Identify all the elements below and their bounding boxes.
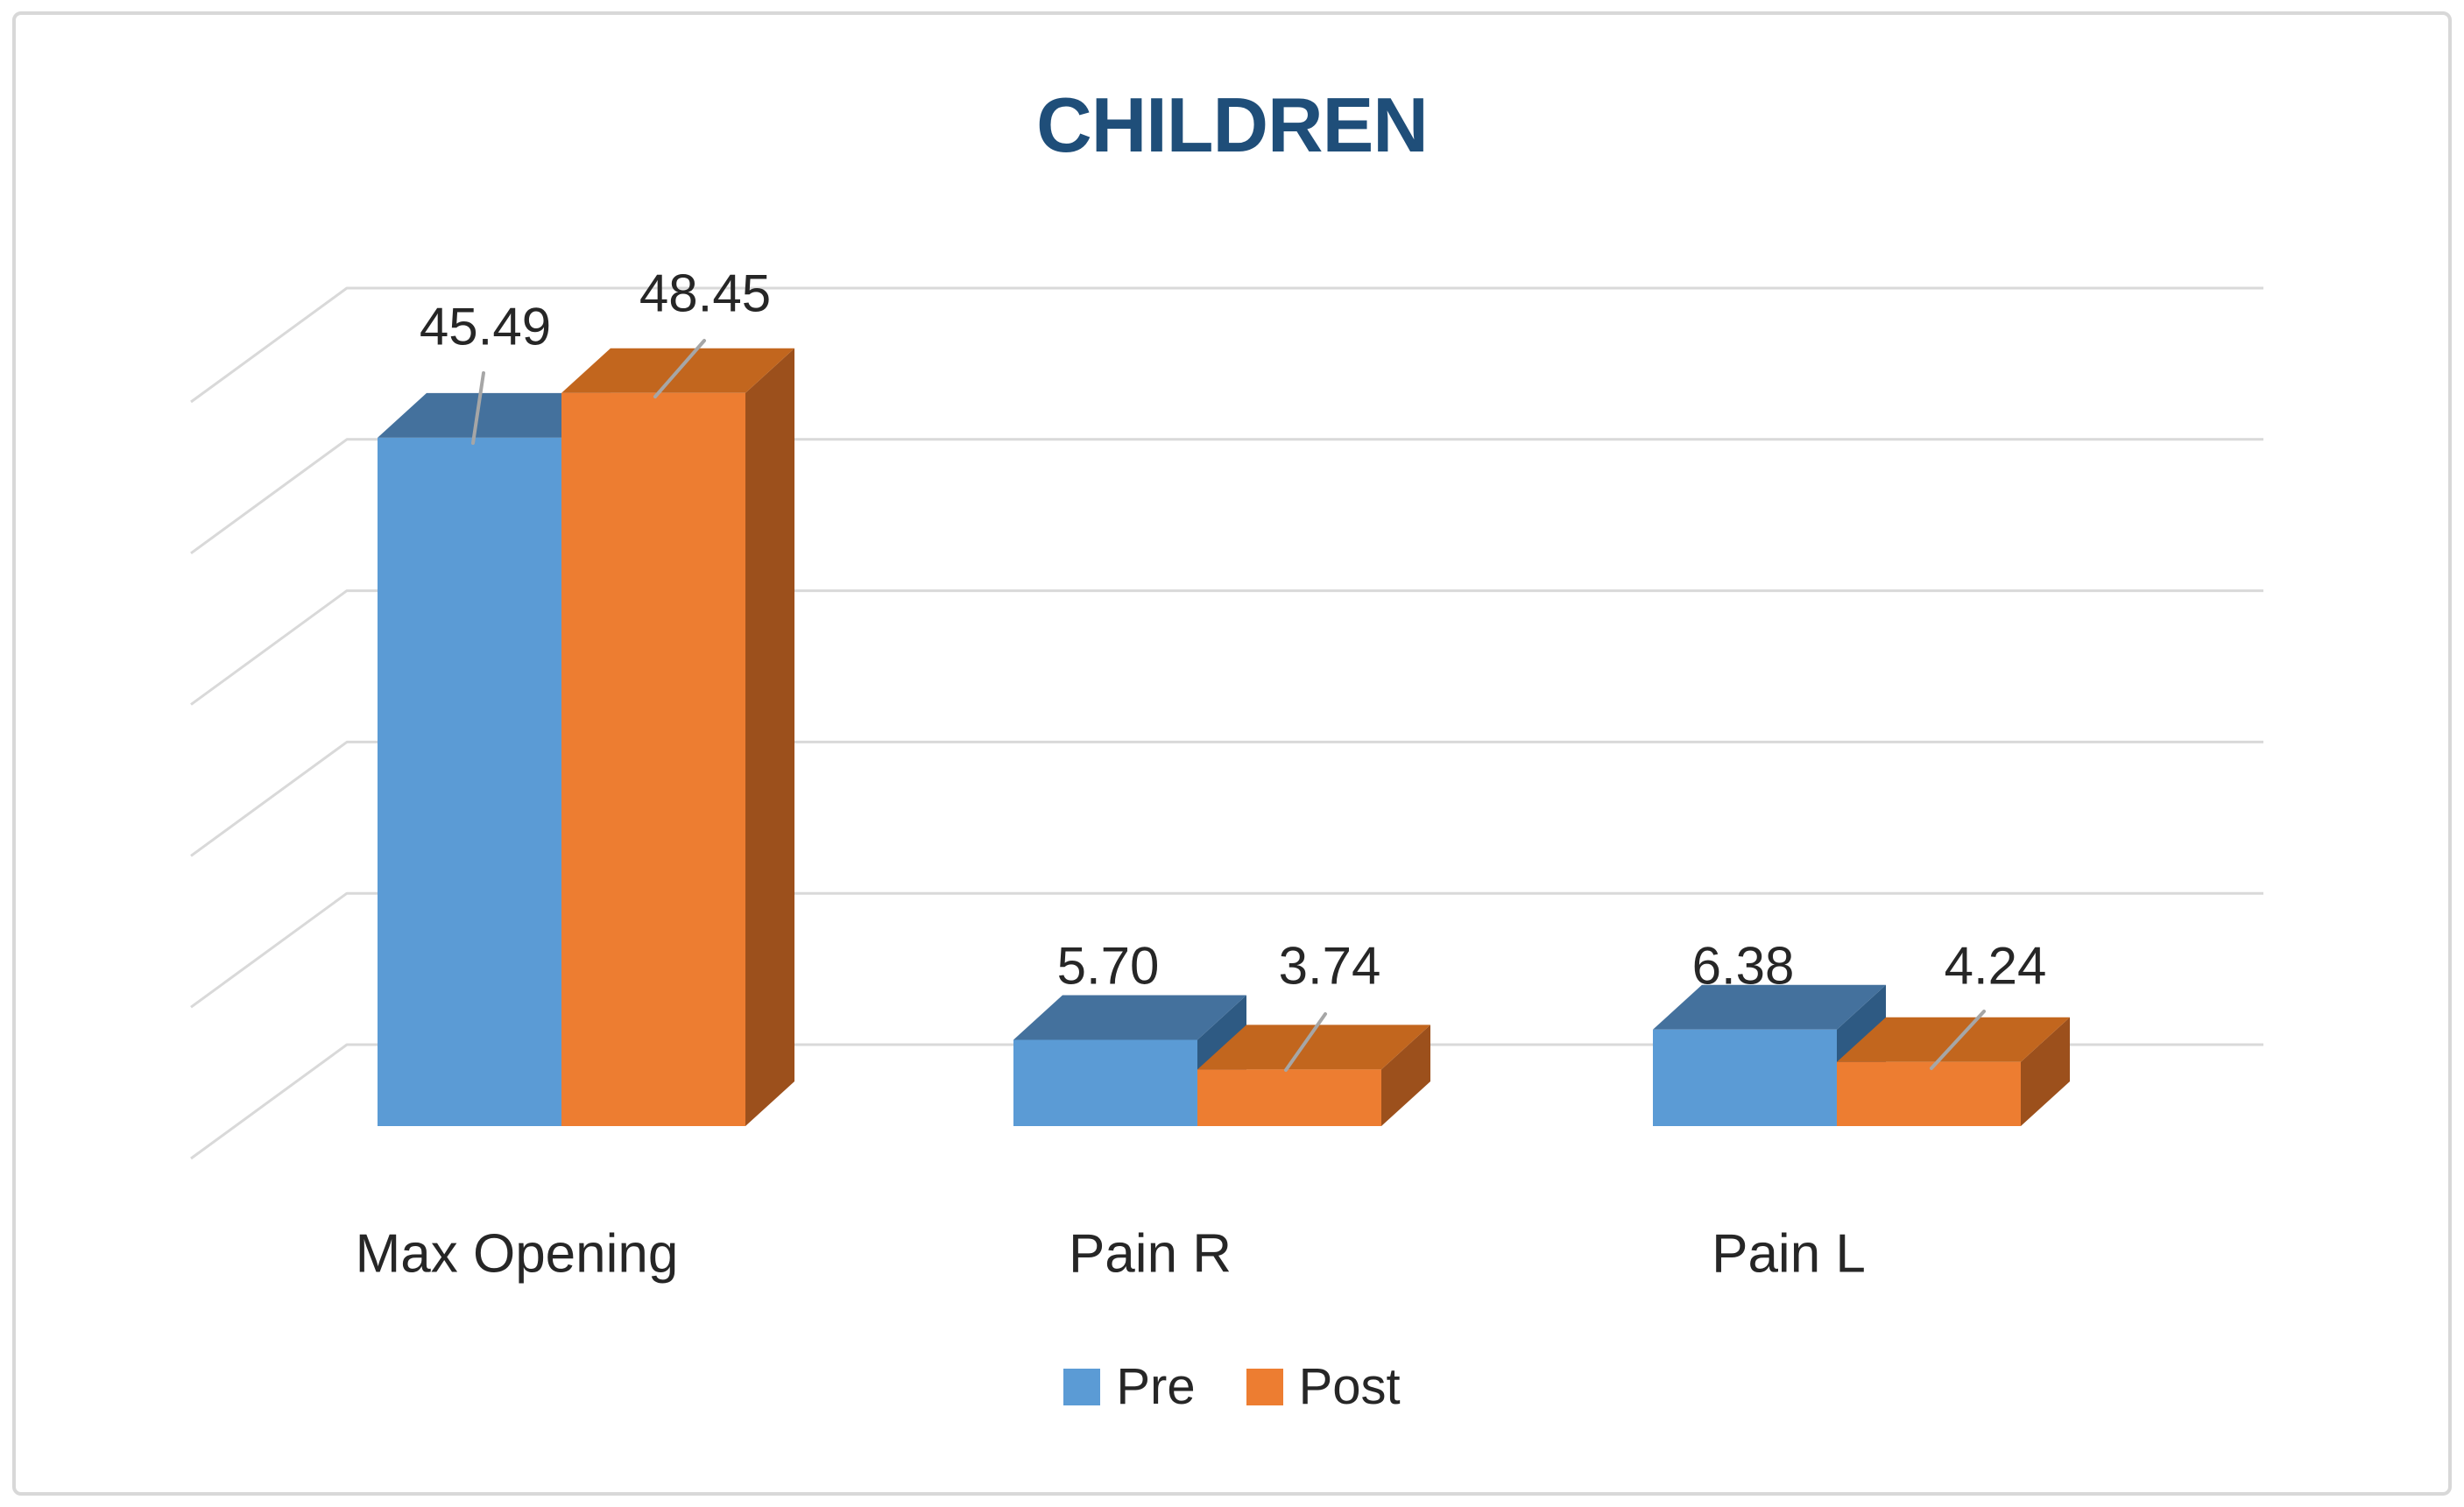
bar-post-pain-l	[1837, 1061, 2021, 1126]
legend-item-pre: Pre	[1063, 1357, 1196, 1416]
bar-post-pain-r-top	[1197, 1025, 1430, 1070]
bar-post-pain-r	[1197, 1069, 1381, 1126]
bar-pre-max-opening-top	[378, 392, 611, 438]
legend-label-post: Post	[1298, 1358, 1401, 1415]
bar-pre-pain-l-top	[1653, 984, 1886, 1030]
category-label-pain-r: Pain R	[1069, 1224, 1232, 1285]
legend-item-post: Post	[1246, 1357, 1401, 1416]
data-label-pre-pain-r: 5.70	[1057, 937, 1160, 996]
bar-pre-pain-r-top	[1013, 995, 1246, 1040]
gridline	[190, 891, 2263, 1009]
data-label-pre-max-opening: 45.49	[420, 298, 551, 356]
bar-pre-pain-r	[1013, 1039, 1197, 1126]
legend-swatch-post-icon	[1246, 1368, 1283, 1405]
category-label-max-opening: Max Opening	[356, 1224, 679, 1285]
bar-pre-pain-l	[1653, 1029, 1837, 1126]
bar-post-max-opening	[561, 392, 745, 1126]
legend: Pre Post	[0, 1357, 2464, 1416]
data-label-pre-pain-l: 6.38	[1692, 937, 1795, 996]
leader-line	[471, 371, 485, 445]
gridline	[190, 589, 2263, 706]
gridline	[190, 286, 2263, 404]
data-label-post-max-opening: 48.45	[639, 264, 771, 323]
category-label-pain-l: Pain L	[1712, 1224, 1866, 1285]
chart-title: CHILDREN	[1036, 81, 1429, 168]
data-label-post-pain-r: 3.74	[1279, 937, 1381, 996]
bar-post-max-opening-side	[745, 348, 794, 1126]
bar-post-pain-l-side	[2021, 1017, 2070, 1126]
bar-post-pain-l-top	[1837, 1017, 2070, 1062]
leader-line	[1930, 1010, 1986, 1070]
data-label-post-pain-l: 4.24	[1945, 937, 2047, 996]
leader-line	[653, 339, 706, 398]
gridline	[190, 1043, 2263, 1160]
gridline	[190, 740, 2263, 857]
legend-label-pre: Pre	[1116, 1358, 1196, 1415]
gridline	[190, 438, 2263, 555]
legend-swatch-pre-icon	[1063, 1368, 1101, 1405]
leader-line	[1284, 1012, 1327, 1072]
bar-post-pain-r-side	[1381, 1025, 1430, 1126]
bar-pre-max-opening	[378, 437, 561, 1126]
